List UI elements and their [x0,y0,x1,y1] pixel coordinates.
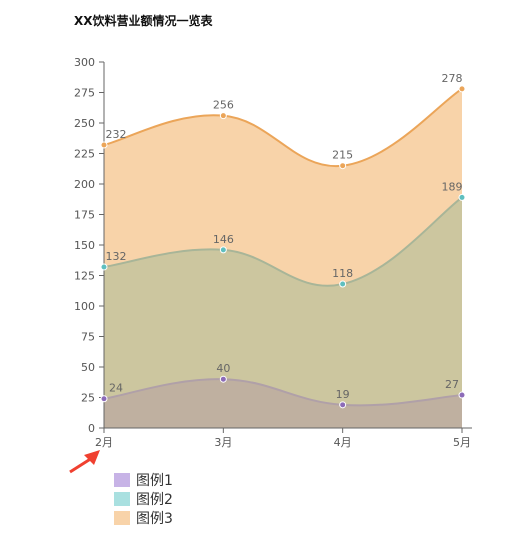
x-tick-label: 4月 [334,436,352,449]
series-line-1 [103,378,463,407]
series-2-data-label: 189 [442,180,463,193]
y-tick-label: 50 [81,361,95,374]
legend-item-1[interactable]: 图例1 [114,470,173,489]
y-tick-label: 275 [74,87,95,100]
legend-label: 图例1 [136,472,173,489]
legend-swatch [114,491,130,506]
series-1-data-label: 40 [216,362,230,375]
legend-item-2[interactable]: 图例2 [114,489,173,508]
y-tick-label: 300 [74,56,95,69]
series-1-data-label: 19 [336,388,350,401]
area-layer [103,87,463,428]
annotation-arrow-head [84,450,100,465]
series-1-point [339,401,347,409]
axes: 0 25 50 75 100 125 150 175 200 225 250 275 300 2月 3月 4月… [74,56,472,449]
chart-title: XX饮料营业额情况一览表 [74,14,213,28]
x-tick-label: 3月 [214,436,232,449]
series-2-point [100,263,108,271]
series-3-point [458,85,466,93]
legend-swatch [114,472,130,487]
y-tick-label: 75 [81,331,95,344]
series-2-data-label: 146 [213,233,234,246]
y-tick-label: 125 [74,270,95,283]
y-tick-label: 0 [88,422,95,435]
series-area-1 [104,379,462,428]
series-3-data-label: 215 [332,149,353,162]
legend-label: 图例2 [136,491,173,508]
series-3-point [100,141,108,149]
series-2-point [339,280,347,288]
legend-item-3[interactable]: 图例3 [114,508,173,527]
series-3-point [339,162,347,170]
series-2-point [458,193,466,201]
series-3-point [219,112,227,120]
annotation-arrow-shaft [69,456,93,474]
series-area-2 [104,197,462,428]
series-2-point [219,246,227,254]
series-line-2 [103,196,463,287]
series-3-data-label: 278 [442,72,463,85]
legend: 图例1 图例2 图例3 [114,470,173,527]
x-tick-label: 2月 [95,436,113,449]
series-2-data-label: 132 [106,250,127,263]
y-tick-label: 200 [74,178,95,191]
series-1-point [219,375,227,383]
y-tick-label: 25 [81,392,95,405]
point-layer [100,85,466,409]
series-3-data-label: 232 [106,128,127,141]
series-1-point [100,395,108,403]
legend-swatch [114,510,130,525]
y-tick-label: 100 [74,300,95,313]
series-2-data-label: 118 [332,267,353,280]
legend-label: 图例3 [136,510,173,527]
series-3-data-label: 256 [213,99,234,112]
series-1-data-label: 27 [445,378,459,391]
y-tick-label: 250 [74,117,95,130]
y-tick-label: 175 [74,209,95,222]
series-1-point [458,391,466,399]
series-1-data-label: 24 [109,382,123,395]
data-label-layer: 24 40 19 27 132 146 118 189 232 256 215 278 [106,72,463,401]
series-line-3 [103,87,463,167]
y-tick-label: 225 [74,148,95,161]
y-tick-label: 150 [74,239,95,252]
annotation-arrow [69,450,100,474]
x-tick-label: 5月 [453,436,471,449]
